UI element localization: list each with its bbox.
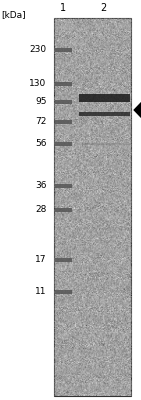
Text: 28: 28 [35, 206, 47, 214]
Bar [55, 184, 72, 188]
Bar [55, 258, 72, 262]
Bar [55, 120, 72, 124]
Bar [55, 208, 72, 212]
Text: 1: 1 [60, 3, 67, 13]
Text: 17: 17 [35, 256, 47, 264]
Bar [79, 112, 130, 116]
Bar [54, 18, 131, 396]
Polygon shape [133, 101, 141, 119]
Bar [55, 48, 72, 52]
Text: 95: 95 [35, 98, 47, 106]
Text: 230: 230 [29, 46, 47, 54]
Text: 130: 130 [29, 80, 47, 88]
Bar [55, 82, 72, 86]
Bar [79, 143, 130, 145]
Text: 56: 56 [35, 140, 47, 148]
Bar [79, 94, 130, 102]
Text: 11: 11 [35, 288, 47, 296]
Bar [55, 100, 72, 104]
Text: 2: 2 [100, 3, 106, 13]
Text: [kDa]: [kDa] [1, 10, 26, 19]
Text: 72: 72 [35, 118, 47, 126]
Bar [55, 142, 72, 146]
Bar [55, 290, 72, 294]
Text: 36: 36 [35, 182, 47, 190]
